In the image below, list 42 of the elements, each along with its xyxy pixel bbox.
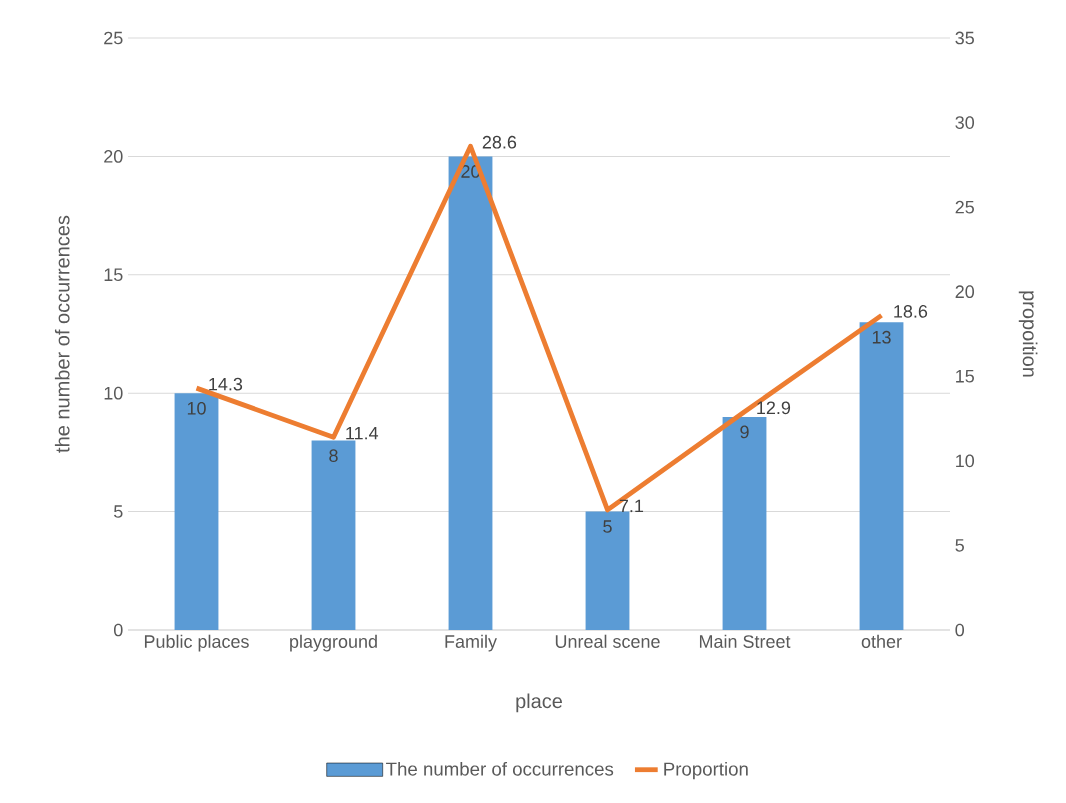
x-tick-label: Unreal scene (555, 634, 660, 648)
y2-tick-label: 10 (956, 454, 975, 468)
y-tick-label: 20 (104, 150, 123, 163)
x-tick-label: playground (290, 634, 377, 652)
bar (859, 322, 904, 630)
data-label: 7.1 (619, 499, 644, 513)
y-tick-label: 25 (104, 31, 123, 45)
data-label: 12.9 (757, 401, 791, 415)
y2-tick-label: 0 (955, 623, 965, 637)
x-tick-label: Public places (144, 634, 249, 652)
y-tick-label: 10 (104, 386, 123, 400)
y2-tick-label: 30 (955, 116, 975, 129)
bar (174, 393, 219, 630)
data-label: 14.3 (209, 377, 243, 391)
bar (448, 156, 493, 630)
x-axis-title: place (516, 693, 562, 713)
x-tick-label: Family (445, 634, 497, 652)
y-axis-title: the number of occurrences (54, 215, 70, 453)
y2-axis-title: propoition (1018, 291, 1038, 377)
y-tick-label: 5 (113, 505, 123, 518)
bar (722, 416, 767, 630)
y-tick-label: 15 (104, 268, 123, 282)
data-label: 11.4 (346, 426, 379, 440)
y2-tick-label: 20 (955, 285, 975, 299)
data-label: 5 (603, 520, 612, 533)
data-label: 10 (187, 401, 206, 415)
y2-tick-label: 15 (956, 370, 974, 383)
x-tick-label: Main Street (699, 634, 791, 648)
legend-label: Proportion (664, 761, 748, 780)
data-label: 9 (740, 425, 749, 439)
y2-tick-label: 25 (955, 200, 974, 214)
legend-label: The number of occurrences (386, 761, 614, 776)
data-label: 18.6 (894, 305, 928, 318)
y2-tick-label: 5 (955, 539, 964, 552)
data-label: 28.6 (482, 135, 517, 149)
bar (585, 511, 630, 630)
data-label: 13 (872, 330, 891, 344)
y-tick-label: 0 (113, 623, 123, 637)
bar (311, 440, 356, 630)
y2-tick-label: 35 (955, 31, 974, 45)
data-label: 8 (329, 449, 338, 462)
x-tick-label: other (861, 634, 902, 648)
